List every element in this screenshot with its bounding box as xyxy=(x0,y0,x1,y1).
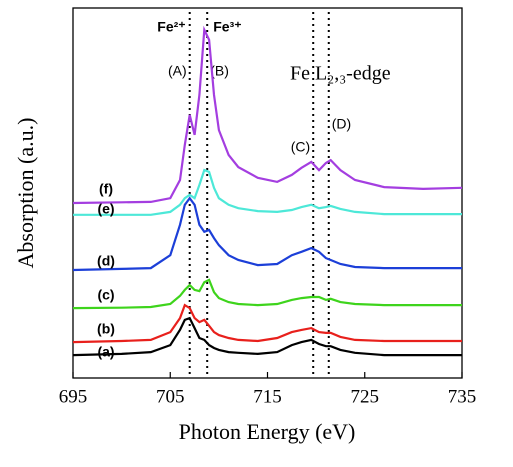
series-label: (a) xyxy=(97,344,114,360)
x-axis-label: Photon Energy (eV) xyxy=(179,419,356,444)
spectrum-line xyxy=(72,196,462,272)
series-label: (b) xyxy=(97,321,115,337)
series-label: (f) xyxy=(99,181,113,197)
peak-label: (A) xyxy=(168,63,187,79)
spectrum-line xyxy=(73,168,462,216)
x-tick-label: 705 xyxy=(156,386,185,407)
y-axis-label: Absorption (a.u.) xyxy=(13,118,38,269)
x-tick-label: 715 xyxy=(253,386,282,407)
peak-label: (D) xyxy=(332,116,351,132)
spectrum-line xyxy=(72,303,462,344)
series-label: (e) xyxy=(97,201,114,217)
plot-frame xyxy=(72,7,463,379)
peak-label: (C) xyxy=(291,139,310,155)
edge-annotation: Fe L₂,₃-edge xyxy=(290,63,391,85)
x-tick-label: 735 xyxy=(448,386,477,407)
spectrum-line xyxy=(72,25,463,205)
series-label: (d) xyxy=(97,253,115,269)
peak-label: (B) xyxy=(210,63,229,79)
x-tick-label: 725 xyxy=(351,386,380,407)
spectrum-line xyxy=(72,278,462,310)
marker-label: Fe²⁺ xyxy=(157,19,185,35)
spectrum-line xyxy=(72,316,462,357)
marker-label: Fe³⁺ xyxy=(213,19,241,35)
series-label: (c) xyxy=(97,287,114,303)
x-tick-label: 695 xyxy=(59,386,88,407)
